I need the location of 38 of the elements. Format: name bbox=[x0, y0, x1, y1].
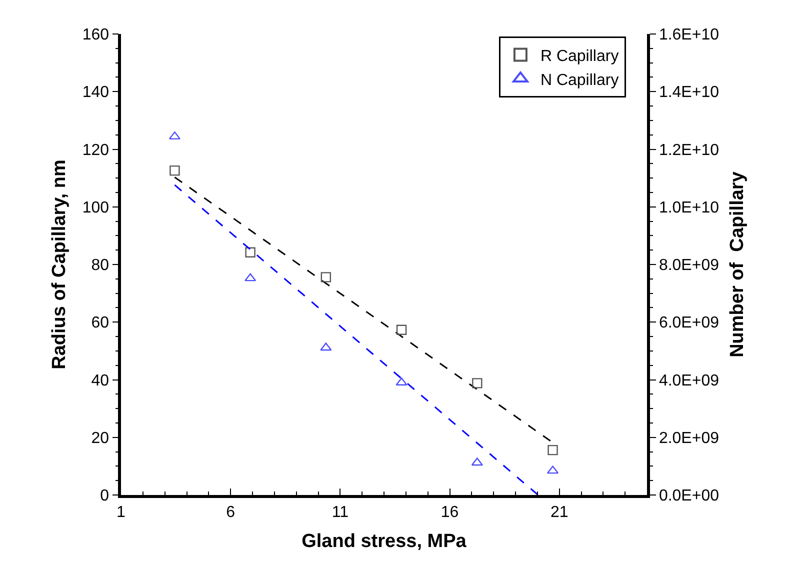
y2-tick-label: 0.0E+00 bbox=[658, 488, 720, 505]
y2-tick-label: 1.2E+10 bbox=[658, 142, 720, 159]
y-tick-label: 40 bbox=[91, 372, 110, 390]
y-axis-title: Radius of Capillary, nm bbox=[49, 160, 70, 370]
y-tick-label: 120 bbox=[82, 142, 110, 159]
point bbox=[396, 324, 407, 335]
y-tick-label: 20 bbox=[91, 430, 110, 447]
y2-tick-label: 1.0E+10 bbox=[658, 199, 720, 216]
x-tick-label: 11 bbox=[332, 504, 349, 521]
y2-tick-label: 1.6E+10 bbox=[658, 26, 720, 44]
y-tick-label: 100 bbox=[82, 199, 110, 216]
legend-label: N Capillary bbox=[540, 72, 619, 89]
point bbox=[320, 342, 332, 351]
y2-axis-title: Number of Capillary bbox=[726, 171, 748, 358]
x-axis-title: Gland stress, MPa bbox=[302, 530, 467, 552]
point bbox=[320, 272, 332, 282]
legend-label: R Capillary bbox=[540, 48, 619, 65]
point bbox=[472, 378, 482, 388]
point bbox=[168, 131, 180, 140]
y2-tick-label: 4.0E+09 bbox=[658, 372, 720, 390]
y2-tick-label: 2.0E+09 bbox=[658, 430, 720, 447]
y2-tick-label: 6.0E+09 bbox=[658, 314, 720, 332]
point bbox=[245, 247, 256, 258]
x-tick-label: 16 bbox=[440, 504, 459, 521]
x-tick-label: 6 bbox=[226, 504, 236, 521]
x-tick-label: 21 bbox=[550, 504, 568, 521]
y-tick-label: 60 bbox=[91, 314, 110, 332]
y-tick-label: 140 bbox=[82, 84, 110, 102]
x-tick-label: 1 bbox=[116, 504, 126, 521]
y2-tick-label: 8.0E+09 bbox=[658, 257, 720, 274]
y-tick-label: 80 bbox=[91, 257, 110, 274]
point bbox=[170, 165, 180, 176]
point bbox=[548, 444, 558, 456]
point bbox=[471, 458, 483, 466]
y2-tick-label: 1.4E+10 bbox=[658, 84, 720, 102]
point bbox=[244, 273, 256, 282]
y-tick-label: 160 bbox=[82, 26, 110, 44]
y-tick-label: 0 bbox=[100, 488, 110, 505]
